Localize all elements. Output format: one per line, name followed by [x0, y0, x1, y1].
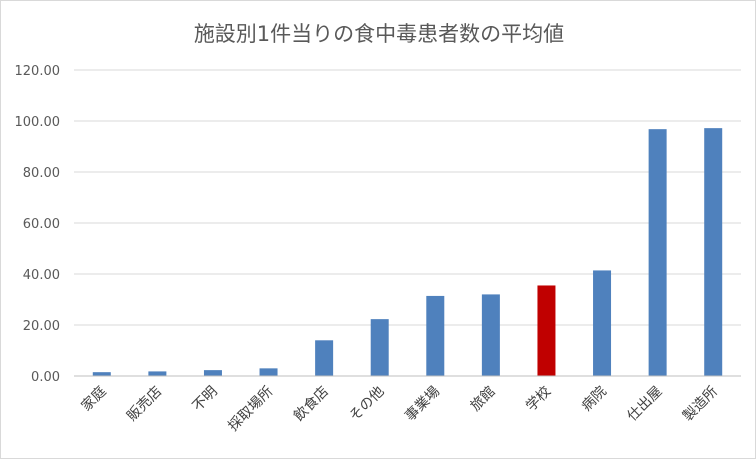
x-tick-label: 飲食店 [290, 383, 332, 425]
y-tick-label: 120.00 [15, 64, 61, 79]
x-axis-labels: 家庭 販売店 不明 採取場所 飲食店 その他 事業場 旅館 学校 病院 仕出屋 製造所 [78, 383, 721, 435]
bar-5 [370, 319, 389, 376]
bar-4 [315, 340, 334, 376]
x-tick-label: 販売店 [124, 384, 165, 425]
bar-11 [704, 128, 723, 376]
bar-6 [426, 295, 445, 376]
x-tick-label: 学校 [522, 383, 554, 415]
bar-9 [593, 270, 612, 376]
x-tick-label: 製造所 [680, 384, 721, 425]
bar-2 [203, 370, 222, 376]
x-tick-label: その他 [347, 384, 388, 425]
x-tick-label: 不明 [190, 384, 221, 415]
x-tick-label: 病院 [579, 384, 610, 415]
y-tick-label: 40.00 [23, 268, 60, 283]
bar-1 [148, 371, 167, 376]
bar-3 [259, 368, 278, 376]
bar-0 [92, 372, 111, 376]
bar-7 [481, 294, 500, 376]
y-axis-ticks: 0.00 20.00 40.00 60.00 80.00 100.00 120.00 [15, 64, 61, 385]
chart-title: 施設別1件当りの食中毒患者数の平均値 [194, 22, 564, 46]
y-tick-label: 0.00 [31, 370, 60, 385]
gridlines [74, 69, 741, 326]
x-tick-label: 家庭 [78, 383, 110, 415]
x-tick-label: 旅館 [467, 383, 499, 415]
x-tick-label: 事業場 [402, 384, 443, 425]
y-tick-label: 60.00 [23, 217, 60, 232]
y-tick-label: 80.00 [23, 166, 60, 181]
x-tick-label: 採取場所 [225, 384, 276, 435]
y-tick-label: 20.00 [23, 319, 60, 334]
bar-8 [537, 285, 556, 376]
x-tick-label: 仕出屋 [624, 384, 665, 425]
bar-10 [648, 129, 667, 376]
bars [92, 128, 723, 376]
y-tick-label: 100.00 [15, 115, 61, 130]
